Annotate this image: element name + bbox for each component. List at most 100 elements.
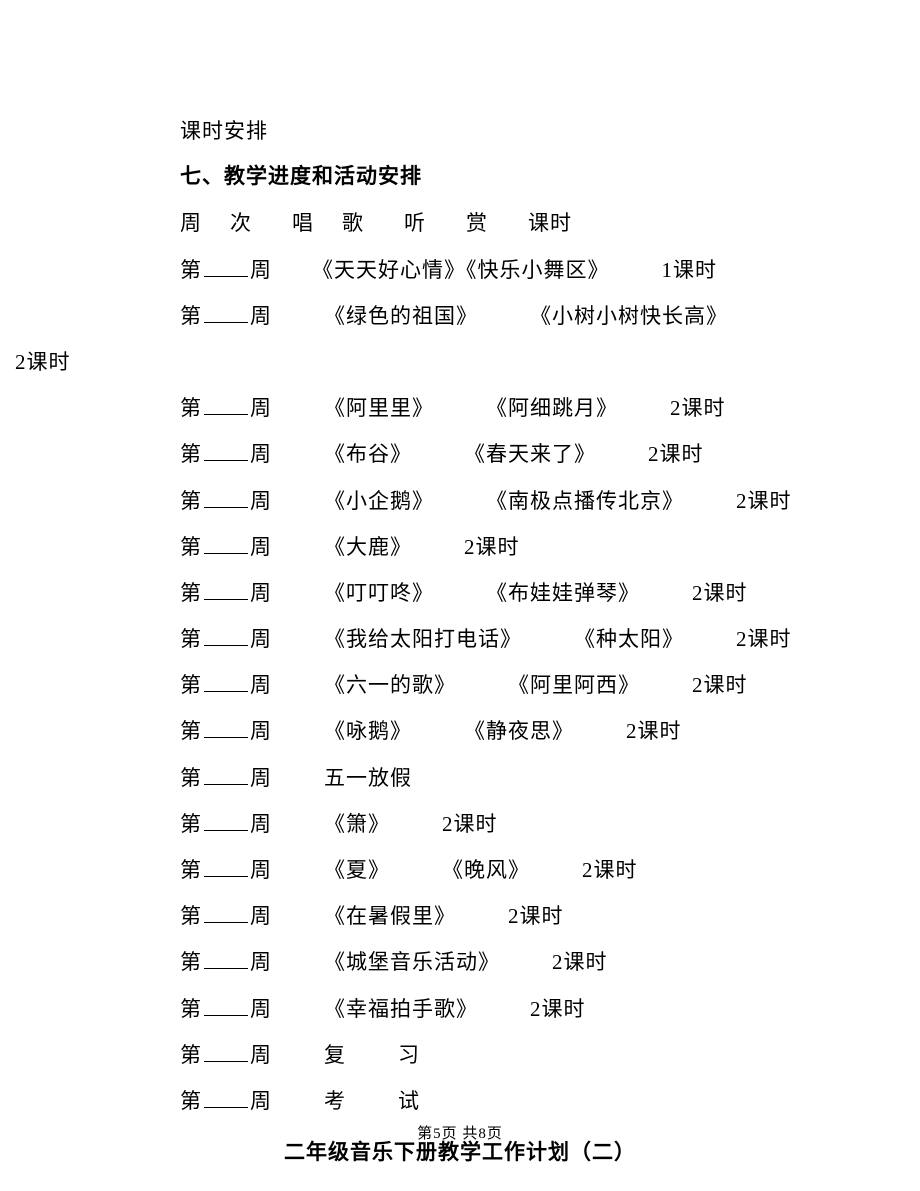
week-suffix: 周: [250, 535, 272, 559]
sing-cell: 《我给太阳打电话》: [324, 627, 522, 651]
week-prefix: 第: [180, 997, 202, 1021]
week-blank: [204, 438, 248, 461]
listen-cell: 《种太阳》: [574, 627, 684, 651]
week-prefix: 第: [180, 627, 202, 651]
hours-cell: 2课时: [15, 350, 71, 374]
table-row-wrap: 2课时: [15, 339, 830, 385]
col-listen-2: 赏: [466, 211, 488, 235]
hours-cell: 2课时: [552, 950, 608, 974]
col-week-2: 次: [230, 211, 252, 235]
sing-cell: 《城堡音乐活动》: [324, 950, 500, 974]
table-row: 第 周 《在暑假里》 2课时: [180, 893, 830, 939]
week-blank: [204, 577, 248, 600]
week-prefix: 第: [180, 1043, 202, 1067]
week-blank: [204, 715, 248, 738]
listen-cell: 《快乐小舞区》: [466, 258, 610, 282]
table-row: 第周《城堡音乐活动》2课时: [180, 939, 830, 985]
week-blank: [204, 392, 248, 415]
table-row: 第周《布谷》《春天来了》2课时: [180, 431, 830, 477]
sing-cell: 《夏》: [324, 858, 390, 882]
week-suffix: 周: [250, 581, 272, 605]
week-blank: [204, 992, 248, 1015]
hours-cell: 2课时: [442, 812, 498, 836]
section-heading: 七、教学进度和活动安排: [180, 154, 830, 200]
hours-cell: 1课时: [662, 258, 718, 282]
week-prefix: 第: [180, 858, 202, 882]
week-blank: [204, 531, 248, 554]
week-suffix: 周: [250, 489, 272, 513]
hours-cell: 2课时: [670, 396, 726, 420]
table-row: 第 周 《箫》 2课时: [180, 801, 830, 847]
hours-cell: 2课时: [692, 581, 748, 605]
hours-cell: 2课时: [736, 489, 792, 513]
week-prefix: 第: [180, 304, 202, 328]
hours-cell: 2课时: [626, 719, 682, 743]
sing-cell: 《阿里里》: [324, 396, 434, 420]
hours-cell: 2课时: [464, 535, 520, 559]
week-suffix: 周: [250, 1089, 272, 1113]
week-suffix: 周: [250, 673, 272, 697]
sing-cell: 《小企鹅》: [324, 489, 434, 513]
sing-cell: 《箫》: [324, 812, 390, 836]
week-blank: [204, 1085, 248, 1108]
table-row: 第周《大鹿》2课时: [180, 524, 830, 570]
week-prefix: 第: [180, 489, 202, 513]
week-suffix: 周: [250, 950, 272, 974]
week-suffix: 周: [250, 719, 272, 743]
hours-cell: 2课时: [582, 858, 638, 882]
listen-cell: 《阿里阿西》: [508, 673, 640, 697]
sing-cell: 《绿色的祖国》: [324, 304, 478, 328]
page-footer: 第5页 共8页: [0, 1118, 920, 1151]
week-prefix: 第: [180, 904, 202, 928]
listen-cell: 《春天来了》: [464, 442, 596, 466]
table-row: 第 周 《咏鹅》 《静夜思》 2课时: [180, 708, 830, 754]
sing-cell: 《在暑假里》: [324, 904, 456, 928]
table-row: 第周复习: [180, 1032, 830, 1078]
table-row: 第周《六一的歌》《阿里阿西》2课时: [180, 662, 830, 708]
col-sing-2: 歌: [342, 211, 364, 235]
week-suffix: 周: [250, 858, 272, 882]
cell-2: 习: [398, 1043, 420, 1067]
table-row: 第周五一放假: [180, 755, 830, 801]
col-week-1: 周: [180, 211, 202, 235]
week-suffix: 周: [250, 1043, 272, 1067]
week-prefix: 第: [180, 442, 202, 466]
table-row: 第周《夏》《晚风》2课时: [180, 847, 830, 893]
week-blank: [204, 808, 248, 831]
listen-cell: 《静夜思》: [464, 719, 574, 743]
listen-cell: 《阿细跳月》: [486, 396, 618, 420]
col-listen-1: 听: [404, 211, 426, 235]
week-suffix: 周: [250, 904, 272, 928]
document-body: 课时安排 七、教学进度和活动安排 周次唱歌听赏课时 第周《天天好心情》《快乐小舞…: [90, 108, 830, 1176]
week-suffix: 周: [250, 812, 272, 836]
week-blank: [204, 854, 248, 877]
week-blank: [204, 900, 248, 923]
week-prefix: 第: [180, 673, 202, 697]
week-prefix: 第: [180, 719, 202, 743]
week-blank: [204, 253, 248, 276]
col-hours: 课时: [528, 211, 572, 235]
week-prefix: 第: [180, 535, 202, 559]
week-suffix: 周: [250, 627, 272, 651]
table-row: 第周《阿里里》《阿细跳月》2课时: [180, 385, 830, 431]
listen-cell: 《小树小树快长高》: [530, 304, 728, 328]
week-blank: [204, 946, 248, 969]
table-row: 第周《叮叮咚》《布娃娃弹琴》2课时: [180, 570, 830, 616]
week-blank: [204, 623, 248, 646]
hours-cell: 2课时: [508, 904, 564, 928]
week-suffix: 周: [250, 258, 272, 282]
sing-cell: 《六一的歌》: [324, 673, 456, 697]
listen-cell: 《南极点播传北京》: [486, 489, 684, 513]
cell-1: 复: [324, 1043, 346, 1067]
cell-2: 试: [398, 1089, 420, 1113]
pretitle: 课时安排: [180, 108, 830, 154]
week-prefix: 第: [180, 812, 202, 836]
sing-cell: 《咏鹅》: [324, 719, 412, 743]
week-blank: [204, 762, 248, 785]
week-suffix: 周: [250, 396, 272, 420]
week-prefix: 第: [180, 581, 202, 605]
table-row: 第 周 《小企鹅》 《南极点播传北京》 2课时: [180, 478, 830, 524]
listen-cell: 《布娃娃弹琴》: [486, 581, 640, 605]
week-suffix: 周: [250, 304, 272, 328]
week-suffix: 周: [250, 442, 272, 466]
